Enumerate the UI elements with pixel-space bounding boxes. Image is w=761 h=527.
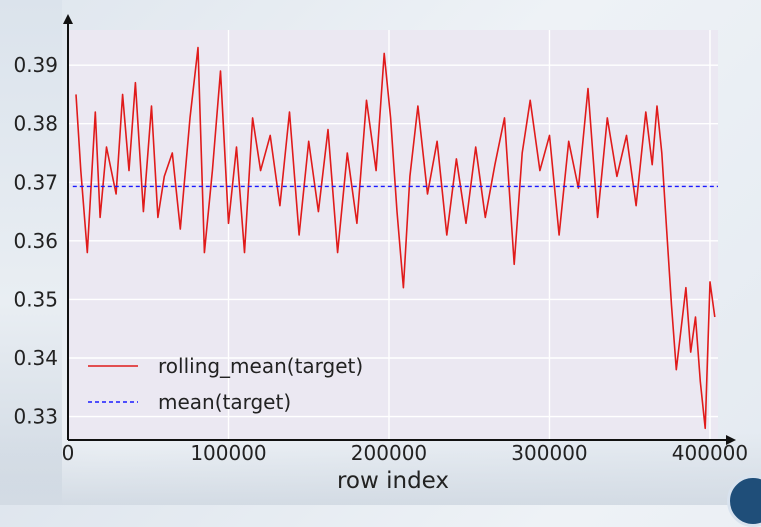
axes <box>63 14 736 445</box>
y-axis-arrow <box>63 14 73 24</box>
background-bottom-strip <box>0 433 761 505</box>
y-tick-label: 0.33 <box>13 405 58 429</box>
legend-label: rolling_mean(target) <box>158 354 363 378</box>
x-tick-label: 100000 <box>190 441 266 465</box>
x-tick-label: 200000 <box>351 441 427 465</box>
series-layer <box>72 46 718 430</box>
x-axis-label: row index <box>337 468 449 494</box>
y-tick-label: 0.37 <box>13 170 58 194</box>
x-tick-label: 300000 <box>511 441 587 465</box>
legend: rolling_mean(target) mean(target) <box>88 354 363 414</box>
background-left-strip <box>0 0 62 505</box>
tick-labels: 0 100000 200000 300000 400000 0.33 0.34 0.35 0.3… <box>13 53 748 465</box>
plot-area <box>68 30 718 440</box>
legend-label: mean(target) <box>158 390 291 414</box>
line-chart: 0 100000 200000 300000 400000 0.33 0.34 0.35 0.3… <box>13 14 748 494</box>
y-tick-label: 0.39 <box>13 53 58 77</box>
grid <box>67 30 718 440</box>
rolling-mean-line <box>75 46 716 430</box>
y-tick-label: 0.34 <box>13 346 58 370</box>
x-axis-arrow <box>726 435 736 445</box>
y-tick-label: 0.36 <box>13 229 58 253</box>
x-tick-label: 400000 <box>672 441 748 465</box>
y-tick-label: 0.38 <box>13 112 58 136</box>
y-tick-label: 0.35 <box>13 287 58 311</box>
x-tick-label: 0 <box>62 441 75 465</box>
